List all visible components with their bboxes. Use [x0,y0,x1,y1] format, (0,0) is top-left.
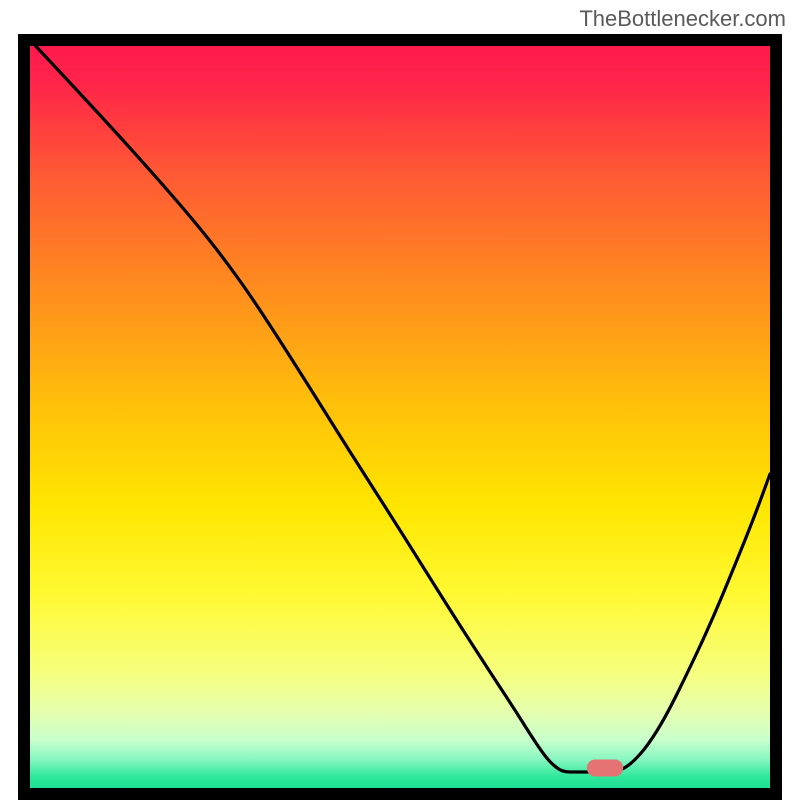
chart-frame [18,34,782,800]
watermark-text: TheBottlenecker.com [579,6,786,32]
